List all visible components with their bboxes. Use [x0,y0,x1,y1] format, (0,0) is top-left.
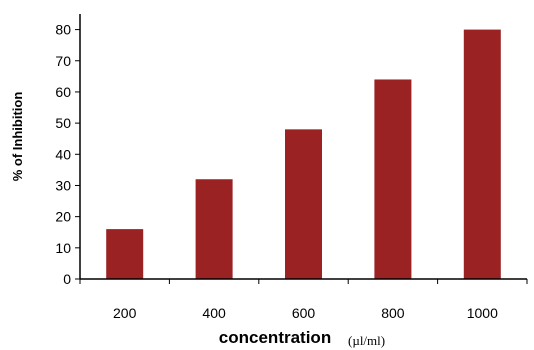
bar-600 [285,129,322,279]
x-tick-label: 1000 [467,305,498,321]
x-axis-label: concentration [219,328,331,347]
x-axis-ticks: 200 400 600 800 1000 [79,279,528,321]
y-tick-label: 60 [55,84,71,100]
bar-400 [195,179,233,279]
x-tick-label: 600 [292,305,316,321]
y-tick-label: 20 [55,209,71,225]
y-tick-label: 80 [55,22,71,38]
y-tick-label: 10 [55,240,71,256]
x-tick-label: 400 [202,305,226,321]
bars [106,29,501,280]
y-axis-ticks: 0 10 20 30 40 50 60 70 80 [55,22,80,287]
y-axis-label: % of Inhibition [10,92,25,182]
y-tick-label: 40 [55,146,71,162]
bar-1000 [463,29,501,279]
y-tick-label: 70 [55,53,71,69]
y-tick-label: 0 [63,271,71,287]
x-axis-unit: (µl/ml) [348,333,385,348]
y-tick-label: 30 [55,177,71,193]
y-tick-label: 50 [55,115,71,131]
bar-200 [106,229,144,279]
x-tick-label: 200 [113,305,137,321]
x-tick-label: 800 [381,305,405,321]
bar-800 [374,79,412,280]
